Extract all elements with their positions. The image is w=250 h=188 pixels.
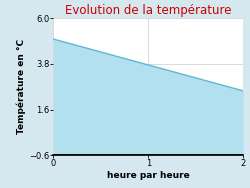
X-axis label: heure par heure: heure par heure [107, 171, 190, 180]
Y-axis label: Température en °C: Température en °C [17, 39, 26, 134]
Title: Evolution de la température: Evolution de la température [65, 4, 232, 17]
